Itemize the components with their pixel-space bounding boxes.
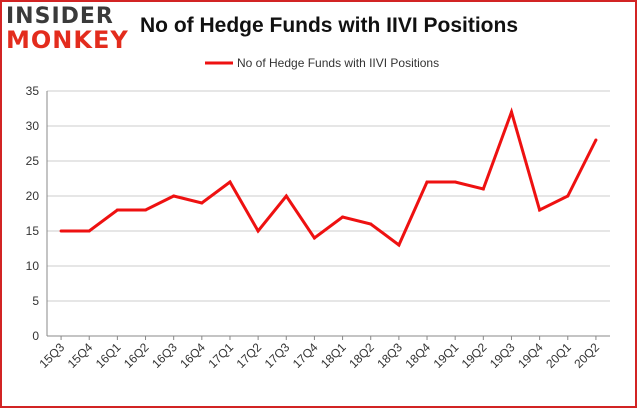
series-line (61, 107, 598, 248)
data-point (509, 110, 513, 114)
data-point (594, 138, 598, 142)
data-point (256, 229, 260, 233)
data-point (425, 180, 429, 184)
y-tick-label: 15 (26, 224, 40, 238)
y-tick-label: 5 (32, 294, 39, 308)
x-tick-label: 17Q2 (234, 340, 265, 371)
data-point (481, 187, 485, 191)
y-tick-label: 0 (32, 329, 39, 343)
insider-monkey-logo: INSIDER MONKEY (6, 2, 129, 54)
x-tick-label: 16Q4 (177, 340, 208, 371)
y-tick-label: 10 (26, 259, 40, 273)
x-tick-label: 15Q3 (37, 340, 68, 371)
data-point (87, 229, 91, 233)
x-tick-label: 16Q2 (121, 340, 152, 371)
x-tick-label: 19Q1 (431, 340, 462, 371)
x-tick-label: 18Q1 (318, 340, 349, 371)
x-tick-label: 20Q1 (543, 340, 574, 371)
x-tick-label: 17Q4 (290, 340, 321, 371)
chart-title: No of Hedge Funds with IIVI Positions (140, 14, 518, 37)
data-point (453, 180, 457, 184)
x-tick-label: 16Q3 (149, 340, 180, 371)
x-tick-label: 18Q4 (402, 340, 433, 371)
x-tick-label: 19Q2 (459, 340, 490, 371)
logo-top-text: INSIDER (6, 4, 114, 29)
x-tick-label: 17Q3 (262, 340, 293, 371)
legend-label: No of Hedge Funds with IIVI Positions (237, 56, 439, 70)
data-point (369, 222, 373, 226)
x-tick-label: 16Q1 (93, 340, 124, 371)
x-tick-label: 19Q4 (515, 340, 546, 371)
data-point (566, 194, 570, 198)
x-tick-label: 15Q4 (65, 340, 96, 371)
y-tick-label: 35 (26, 84, 40, 98)
y-tick-label: 30 (26, 119, 40, 133)
logo-bottom-text: MONKEY (6, 26, 129, 54)
x-tick-label: 20Q2 (571, 340, 602, 371)
data-point (59, 229, 63, 233)
data-point (312, 236, 316, 240)
x-tick-label: 19Q3 (487, 340, 518, 371)
data-point (115, 208, 119, 212)
y-tick-label: 20 (26, 189, 40, 203)
data-point (284, 194, 288, 198)
x-tick-label: 18Q3 (374, 340, 405, 371)
data-point (144, 208, 148, 212)
data-point (172, 194, 176, 198)
data-point (397, 243, 401, 247)
data-point (341, 215, 345, 219)
data-point (228, 180, 232, 184)
data-point (200, 201, 204, 205)
data-point (538, 208, 542, 212)
x-tick-label: 17Q1 (205, 340, 236, 371)
y-tick-label: 25 (26, 154, 40, 168)
x-tick-label: 18Q2 (346, 340, 377, 371)
